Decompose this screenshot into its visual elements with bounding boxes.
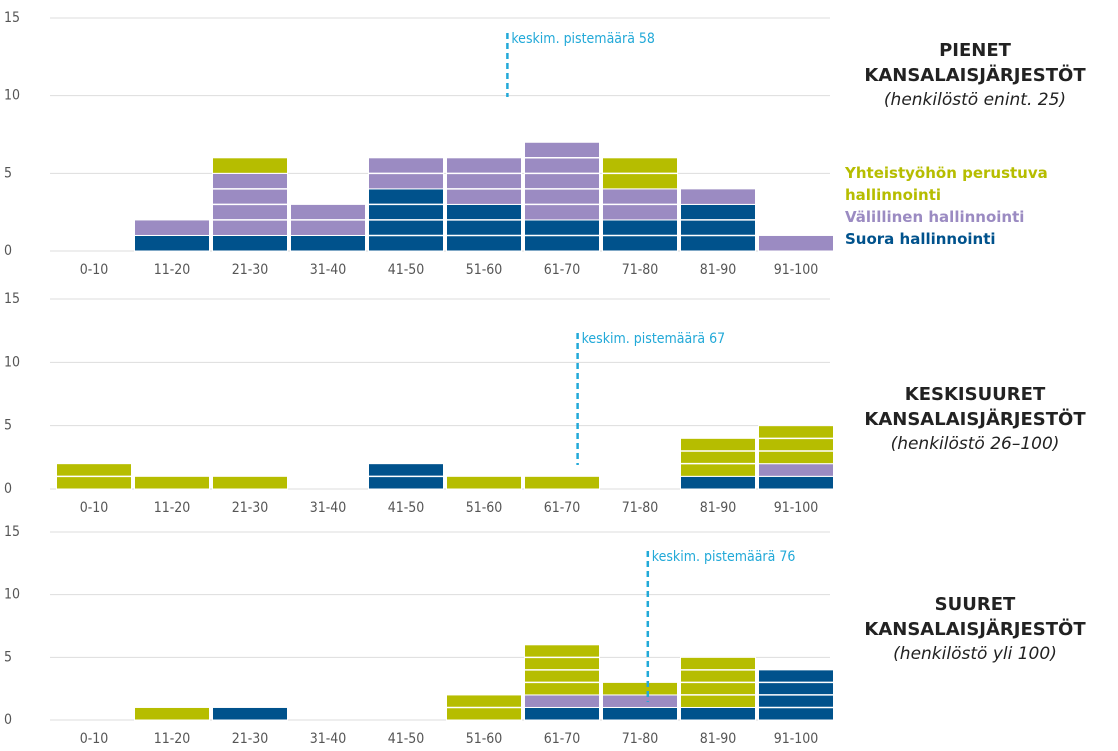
bar-segment	[758, 463, 834, 477]
x-tick-label: 61-70	[544, 262, 581, 278]
bar-segment	[680, 188, 756, 205]
bar-segment	[680, 475, 756, 490]
x-tick-label: 0-10	[80, 731, 109, 747]
x-tick-label: 21-30	[232, 262, 269, 278]
mean-label: keskim. pistemäärä 67	[582, 331, 726, 347]
bar-segment	[134, 234, 210, 252]
y-tick-label: 0	[4, 712, 12, 728]
bar-segment	[134, 706, 210, 721]
bar-segment	[524, 706, 600, 721]
chart-heading: KESKISUURET KANSALAISJÄRJESTÖT (henkilöst…	[835, 382, 1115, 456]
y-tick-label: 0	[4, 243, 12, 259]
bar-segment	[602, 694, 678, 708]
chart-subtitle: (henkilöstö yli 100)	[893, 644, 1057, 664]
x-tick-label: 91-100	[774, 731, 819, 747]
x-tick-label: 21-30	[232, 500, 269, 516]
x-tick-label: 11-20	[154, 731, 191, 747]
bar-segment	[212, 157, 288, 174]
x-tick-label: 61-70	[544, 500, 581, 516]
bar-segment	[134, 219, 210, 236]
legend-entry: Välillinen hallinnointi	[845, 208, 1025, 226]
bar-segment	[758, 475, 834, 490]
y-tick-label: 15	[4, 524, 20, 540]
bar-segment	[212, 475, 288, 490]
bar-segment	[680, 437, 756, 477]
x-tick-label: 61-70	[544, 731, 581, 747]
x-tick-label: 21-30	[232, 731, 269, 747]
legend-entry: Suora hallinnointi	[845, 230, 996, 248]
y-tick-label: 0	[4, 481, 12, 497]
bar-segment	[212, 234, 288, 252]
x-tick-label: 71-80	[622, 731, 659, 747]
bar-segment	[212, 706, 288, 721]
y-tick-label: 10	[4, 587, 20, 603]
y-tick-label: 10	[4, 354, 20, 370]
x-tick-label: 11-20	[154, 262, 191, 278]
x-tick-label: 91-100	[774, 500, 819, 516]
legend-entry: Yhteistyöhön perustuva hallinnointi	[845, 164, 1048, 204]
legend: Yhteistyöhön perustuva hallinnointi Välil…	[845, 162, 1085, 250]
bar-segment	[446, 203, 522, 252]
x-tick-label: 31-40	[310, 500, 347, 516]
x-tick-label: 31-40	[310, 262, 347, 278]
y-tick-label: 15	[4, 10, 20, 26]
x-tick-label: 81-90	[700, 262, 737, 278]
x-tick-label: 71-80	[622, 262, 659, 278]
x-tick-label: 0-10	[80, 262, 109, 278]
chart-heading: SUURET KANSALAISJÄRJESTÖT (henkilöstö yli…	[835, 592, 1115, 666]
x-tick-label: 51-60	[466, 500, 503, 516]
y-tick-label: 15	[4, 291, 20, 307]
chart-subtitle: (henkilöstö enint. 25)	[883, 90, 1067, 110]
y-tick-label: 10	[4, 88, 20, 104]
x-tick-label: 51-60	[466, 262, 503, 278]
mean-label: keskim. pistemäärä 76	[652, 549, 796, 565]
x-tick-label: 91-100	[774, 262, 819, 278]
bar-segment	[758, 234, 834, 252]
bar-segment	[524, 141, 600, 221]
y-tick-label: 5	[4, 649, 12, 665]
chart-title: KESKISUURET KANSALAISJÄRJESTÖT	[864, 384, 1086, 430]
x-tick-label: 41-50	[388, 262, 425, 278]
x-tick-label: 41-50	[388, 731, 425, 747]
bar-segment	[680, 203, 756, 252]
x-tick-label: 81-90	[700, 731, 737, 747]
x-tick-label: 81-90	[700, 500, 737, 516]
chart-title: SUURET KANSALAISJÄRJESTÖT	[864, 594, 1086, 640]
bar-segment	[602, 706, 678, 721]
x-tick-label: 51-60	[466, 731, 503, 747]
bar-segment	[524, 475, 600, 490]
bar-segment	[446, 475, 522, 490]
bar-segment	[446, 157, 522, 205]
x-tick-label: 71-80	[622, 500, 659, 516]
x-tick-label: 31-40	[310, 731, 347, 747]
x-tick-label: 11-20	[154, 500, 191, 516]
chart-heading: PIENET KANSALAISJÄRJESTÖT (henkilöstö eni…	[835, 38, 1115, 112]
bar-segment	[524, 694, 600, 708]
bar-segment	[602, 681, 678, 696]
mean-label: keskim. pistemäärä 58	[511, 31, 655, 47]
x-tick-label: 0-10	[80, 500, 109, 516]
bar-segment	[290, 234, 366, 252]
y-tick-label: 5	[4, 165, 12, 181]
bar-segment	[134, 475, 210, 490]
x-tick-label: 41-50	[388, 500, 425, 516]
y-tick-label: 5	[4, 418, 12, 434]
bar-segment	[680, 706, 756, 721]
bar-segment	[758, 425, 834, 465]
chart-title: PIENET KANSALAISJÄRJESTÖT	[864, 40, 1086, 86]
chart-subtitle: (henkilöstö 26–100)	[890, 434, 1060, 454]
